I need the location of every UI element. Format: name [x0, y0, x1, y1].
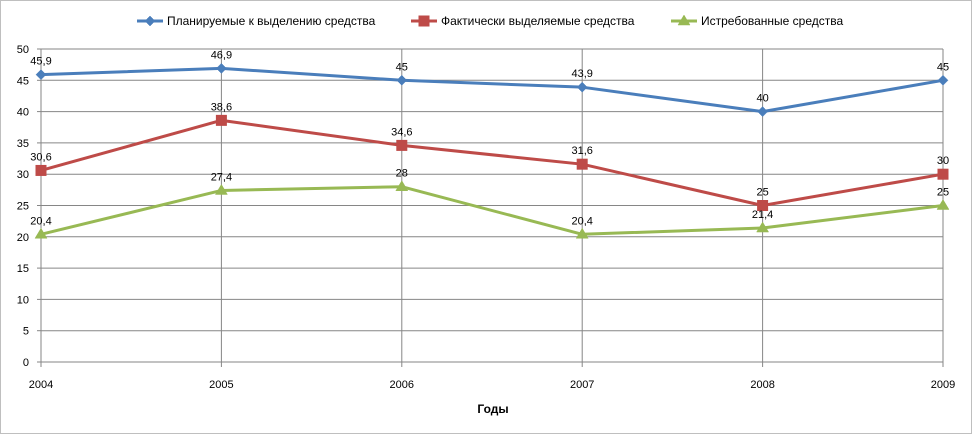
data-point-series-1: [396, 74, 408, 86]
series-lines: [34, 63, 950, 239]
data-label-series-2: 30,6: [30, 151, 51, 163]
data-point-series-2: [757, 200, 769, 211]
y-tick-label: 40: [17, 107, 29, 119]
data-point-series-3: [34, 227, 48, 239]
data-point-series-2: [396, 139, 408, 151]
data-label-series-3: 20,4: [571, 215, 592, 227]
data-label-series-1: 43,9: [571, 68, 592, 80]
y-tick-label: 10: [17, 294, 29, 306]
data-point-series-1: [216, 63, 227, 74]
data-label-series-2: 38,6: [211, 101, 232, 113]
data-label-series-2: 30: [937, 155, 949, 167]
series-line-2: [40, 118, 944, 207]
data-labels: 45,9 46,9 45 43,9 40 45 30,6 38,6 34,6 31,6 25 30 20…: [30, 49, 949, 227]
x-tick-label: 2007: [570, 379, 594, 391]
legend-label-series-2: Фактически выделяемые средства: [441, 14, 635, 28]
data-label-series-1: 40: [756, 93, 768, 105]
y-tick-label: 30: [17, 169, 29, 181]
y-tick-label: 25: [17, 201, 29, 213]
legend-label-series-3: Истребованные средства: [701, 14, 844, 28]
data-point-series-2: [576, 158, 588, 170]
data-point-series-3: [936, 199, 950, 210]
y-tick-label: 50: [17, 44, 29, 56]
data-label-series-3: 27,4: [211, 171, 232, 183]
y-tick-label: 15: [17, 263, 29, 275]
data-point-series-3: [756, 221, 770, 233]
legend-label-series-1: Планируемые к выделению средства: [167, 14, 376, 28]
data-point-series-1: [937, 74, 949, 86]
data-point-series-2: [937, 168, 949, 180]
gridlines: [40, 48, 944, 363]
y-tick-label: 5: [23, 326, 29, 338]
data-label-series-3: 20,4: [30, 215, 51, 227]
legend-marker-series-1: [144, 15, 156, 27]
data-point-series-3: [395, 180, 409, 191]
legend: Планируемые к выделению средства Фактичес…: [137, 14, 844, 28]
y-tick-label: 0: [23, 357, 29, 369]
data-point-series-1: [576, 81, 588, 93]
y-tick-label: 45: [17, 75, 29, 87]
x-axis-title: Годы: [477, 402, 508, 416]
data-label-series-2: 25: [756, 187, 768, 199]
data-point-series-1: [35, 69, 47, 81]
x-tick-label: 2009: [931, 379, 955, 391]
data-point-series-2: [215, 114, 227, 126]
axes: 0 5 10 15 20 25 30 35 40 45 50 2004 2005 2006 2007 2008…: [17, 44, 955, 391]
data-label-series-1: 45: [937, 61, 949, 73]
y-tick-label: 35: [17, 138, 29, 150]
legend-marker-series-2: [418, 15, 430, 27]
data-label-series-2: 34,6: [391, 126, 412, 138]
x-tick-label: 2006: [390, 379, 414, 391]
data-label-series-2: 31,6: [571, 145, 592, 157]
x-tick-label: 2004: [29, 379, 53, 391]
data-label-series-3: 28: [396, 168, 408, 180]
data-point-series-3: [214, 183, 228, 195]
series-line-1: [40, 66, 944, 114]
data-label-series-1: 45,9: [30, 56, 51, 68]
x-tick-label: 2008: [750, 379, 774, 391]
data-label-series-3: 25: [937, 187, 949, 199]
legend-marker-series-3: [677, 14, 691, 26]
data-point-series-2: [35, 164, 47, 176]
data-label-series-1: 46,9: [211, 49, 232, 61]
data-label-series-3: 21,4: [752, 209, 773, 221]
data-point-series-3: [575, 227, 589, 239]
series-line-3: [40, 185, 944, 236]
data-point-series-1: [757, 106, 768, 117]
x-tick-label: 2005: [209, 379, 233, 391]
y-tick-label: 20: [17, 232, 29, 244]
data-label-series-1: 45: [396, 61, 408, 73]
